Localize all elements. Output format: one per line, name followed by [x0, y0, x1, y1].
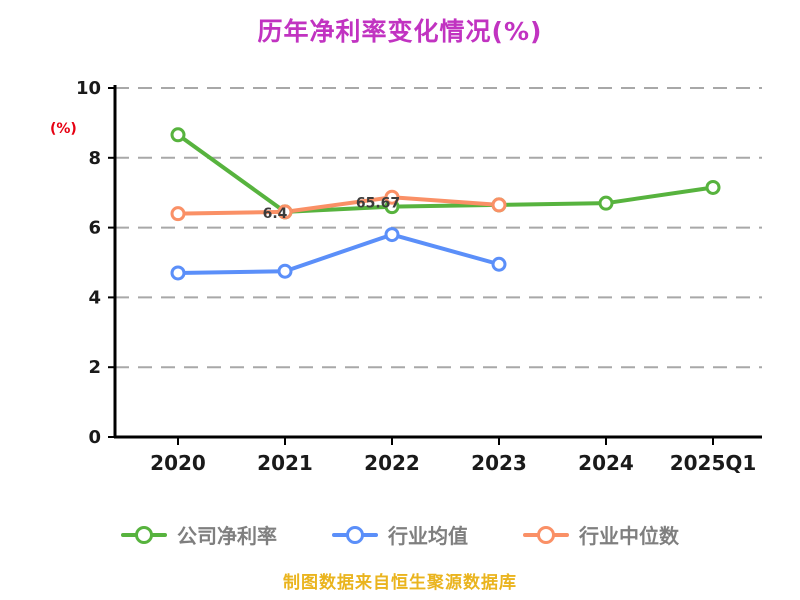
data-point — [598, 195, 614, 211]
legend-item: 公司净利率 — [121, 520, 277, 549]
y-tick-label: 0 — [88, 427, 101, 448]
x-tick-label: 2024 — [578, 451, 634, 475]
y-tick-label: 10 — [76, 78, 101, 99]
data-point — [491, 256, 507, 272]
y-tick-label: 8 — [88, 148, 101, 169]
series-line — [176, 232, 501, 275]
data-point — [170, 265, 186, 281]
series-line — [176, 195, 501, 216]
data-point — [384, 227, 400, 243]
x-tick-label: 2025Q1 — [670, 451, 757, 475]
data-point — [384, 189, 400, 205]
legend-label: 行业均值 — [388, 524, 468, 548]
data-point — [170, 127, 186, 143]
legend-marker-icon — [121, 525, 167, 544]
legend-label: 公司净利率 — [177, 524, 277, 548]
chart-title: 历年净利率变化情况(%) — [257, 17, 543, 46]
y-axis-label: (%) — [50, 121, 77, 137]
series-line — [176, 132, 715, 214]
legend-label: 行业中位数 — [579, 524, 679, 548]
x-tick-label: 2020 — [150, 451, 206, 475]
x-tick-label: 2021 — [257, 451, 313, 475]
data-point — [170, 206, 186, 222]
legend-dot-icon — [537, 525, 555, 544]
x-tick-label: 2022 — [364, 451, 420, 475]
legend-marker-icon — [523, 525, 569, 544]
legend-dot-icon — [346, 525, 364, 544]
data-point — [705, 179, 721, 195]
y-tick-label: 2 — [88, 357, 101, 378]
data-label: 6.4 — [263, 206, 288, 222]
legend-item: 行业中位数 — [523, 520, 679, 549]
data-point — [277, 263, 293, 279]
legend-marker-icon — [332, 525, 378, 544]
legend-dot-icon — [135, 525, 153, 544]
y-tick-label: 6 — [88, 218, 101, 239]
data-label: 65.67 — [356, 195, 400, 211]
y-tick-label: 4 — [88, 287, 101, 308]
data-point — [491, 197, 507, 213]
x-tick-label: 2023 — [471, 451, 527, 475]
chart-legend: 公司净利率 行业均值 行业中位数 — [0, 520, 800, 549]
legend-item: 行业均值 — [332, 520, 468, 549]
data-point — [277, 204, 293, 220]
data-source-note: 制图数据来自恒生聚源数据库 — [283, 573, 517, 593]
